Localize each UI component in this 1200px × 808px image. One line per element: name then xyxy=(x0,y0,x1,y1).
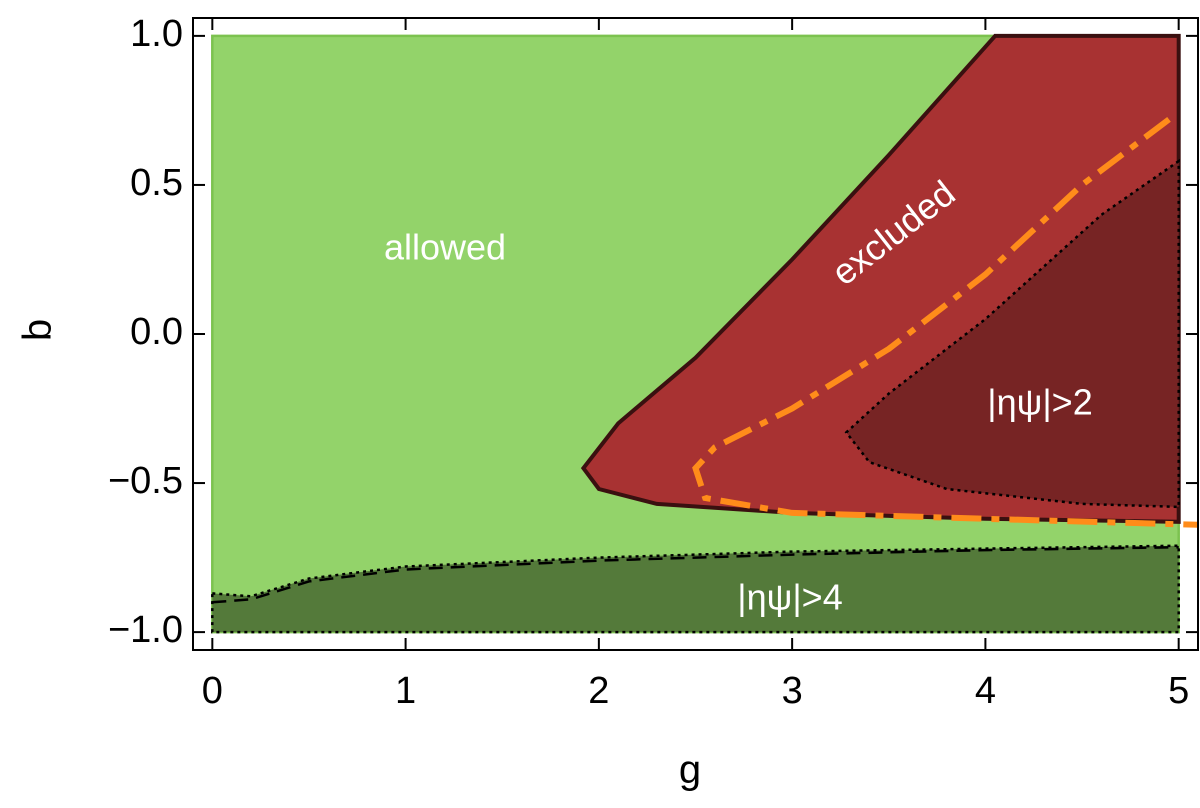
y-tick-label: 0.0 xyxy=(130,311,183,353)
x-tick-label: 3 xyxy=(782,670,803,712)
x-tick-label: 4 xyxy=(975,670,996,712)
x-axis-label: g xyxy=(679,748,701,792)
y-tick-label: 1.0 xyxy=(130,13,183,55)
x-tick-label: 2 xyxy=(588,670,609,712)
y-tick-label: −1.0 xyxy=(108,609,183,651)
x-tick-label: 5 xyxy=(1168,670,1189,712)
annotation: allowed xyxy=(384,227,506,268)
contour-line xyxy=(692,117,1199,528)
x-tick-label: 0 xyxy=(202,670,223,712)
region xyxy=(844,158,1180,509)
y-axis-label: b xyxy=(16,319,60,341)
annotation: |ηψ|>2 xyxy=(987,382,1092,423)
y-tick-label: 0.5 xyxy=(130,162,183,204)
contour-line xyxy=(212,545,1179,604)
y-tick-label: −0.5 xyxy=(108,460,183,502)
x-tick-label: 1 xyxy=(395,670,416,712)
annotation: |ηψ|>4 xyxy=(737,577,842,618)
